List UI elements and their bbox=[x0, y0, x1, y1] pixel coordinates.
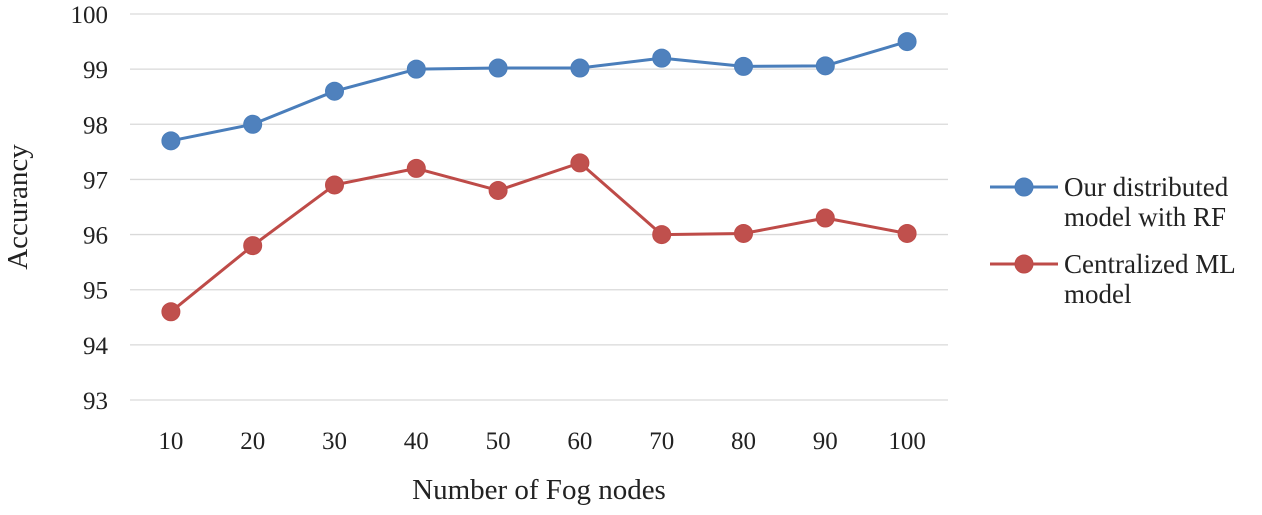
y-tick-label: 99 bbox=[83, 57, 108, 84]
data-point bbox=[734, 56, 753, 76]
x-tick-label: 60 bbox=[567, 428, 592, 455]
x-tick-label: 40 bbox=[404, 428, 429, 455]
y-tick-label: 97 bbox=[83, 167, 108, 194]
data-point bbox=[161, 302, 181, 322]
data-point bbox=[406, 59, 426, 79]
series-1 bbox=[161, 32, 917, 151]
data-point bbox=[652, 225, 672, 245]
data-point bbox=[652, 48, 672, 68]
plot-series bbox=[161, 32, 917, 322]
y-tick-label: 94 bbox=[83, 333, 109, 360]
data-point bbox=[325, 175, 344, 195]
y-tick-label: 100 bbox=[71, 2, 109, 29]
legend-label: Our distributed bbox=[1064, 172, 1229, 202]
legend-label: model with RF bbox=[1064, 202, 1226, 232]
x-tick-label: 30 bbox=[322, 428, 347, 455]
y-tick-label: 98 bbox=[83, 112, 108, 139]
x-tick-label: 50 bbox=[486, 428, 511, 455]
legend-label: Centralized ML bbox=[1064, 249, 1236, 279]
x-axis-title: Number of Fog nodes bbox=[412, 474, 666, 506]
x-tick-label: 20 bbox=[240, 428, 265, 455]
data-point bbox=[734, 223, 753, 243]
x-tick-label: 70 bbox=[649, 428, 674, 455]
legend-label: model bbox=[1064, 279, 1132, 309]
data-point bbox=[488, 180, 508, 200]
series-line bbox=[169, 161, 908, 313]
x-axis-ticks: 10 20 30 40 50 60 70 80 90 100 bbox=[158, 428, 925, 455]
y-tick-label: 96 bbox=[83, 223, 108, 250]
data-point bbox=[243, 114, 263, 134]
data-point bbox=[815, 208, 835, 228]
series-line bbox=[170, 40, 908, 143]
data-point bbox=[243, 236, 263, 256]
data-point bbox=[406, 158, 426, 178]
legend-marker bbox=[1014, 177, 1034, 197]
data-point bbox=[897, 32, 917, 52]
x-tick-label: 90 bbox=[813, 428, 838, 455]
x-tick-label: 10 bbox=[158, 428, 183, 455]
data-point bbox=[325, 81, 344, 101]
x-tick-label: 80 bbox=[731, 428, 756, 455]
legend-marker bbox=[1014, 254, 1034, 274]
y-axis-title: Accurancy bbox=[2, 144, 34, 270]
data-point bbox=[161, 131, 181, 151]
x-tick-label: 100 bbox=[888, 428, 926, 455]
y-tick-label: 95 bbox=[83, 278, 108, 305]
data-point bbox=[570, 58, 590, 78]
y-axis-ticks: 93 94 95 96 97 98 99 100 bbox=[71, 2, 109, 415]
data-point bbox=[815, 56, 835, 76]
series-2 bbox=[161, 153, 917, 322]
y-tick-label: 93 bbox=[83, 388, 108, 415]
data-point bbox=[488, 58, 508, 78]
data-point bbox=[897, 223, 917, 243]
data-point bbox=[570, 153, 590, 173]
